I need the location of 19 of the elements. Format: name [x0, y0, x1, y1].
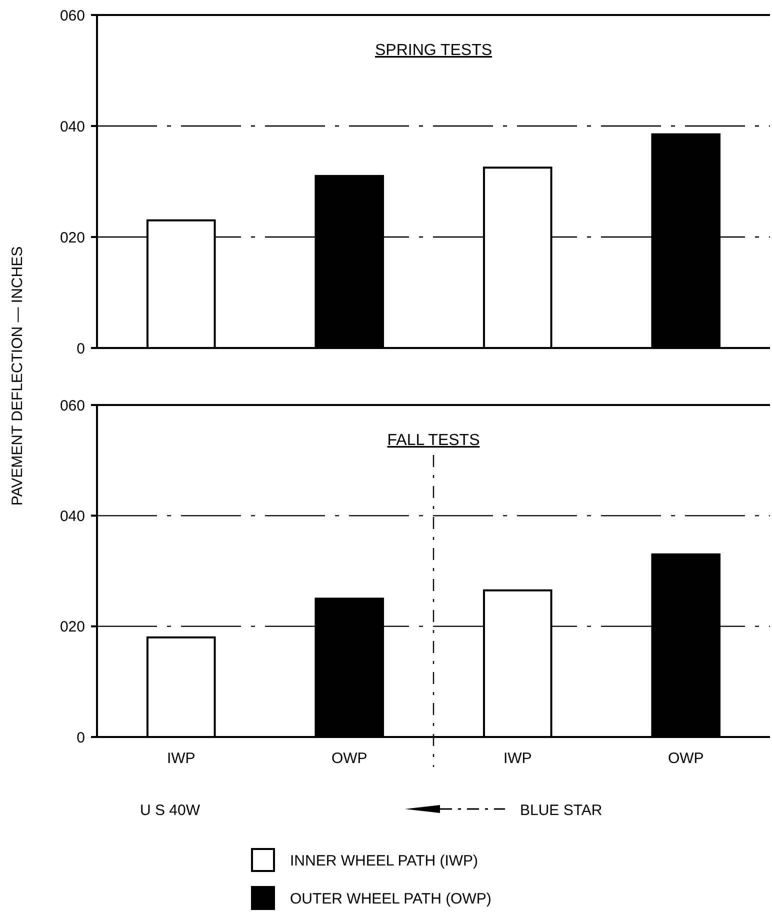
x-tick-label: IWP: [503, 750, 532, 767]
legend-label: INNER WHEEL PATH (IWP): [290, 852, 478, 870]
text: SPRING TESTS: [374, 42, 492, 59]
x-tick-label: OWP: [668, 750, 704, 767]
y-tick-label: 0: [76, 340, 85, 358]
text: U S 40W: [140, 802, 201, 819]
y-tick-label: 020: [60, 618, 85, 636]
y-tick-label: 040: [60, 118, 85, 136]
x-tick-label: OWP: [331, 750, 368, 767]
text: BLUE STAR: [520, 802, 602, 819]
y-tick-label: 060: [60, 397, 85, 414]
y-tick-label: 020: [60, 229, 85, 246]
x-tick-label: IWP: [166, 750, 196, 767]
text: FALL TESTS: [387, 432, 480, 449]
y-tick-label: 040: [60, 508, 85, 525]
y-tick-label: 060: [60, 7, 85, 24]
y-axis-title: PAVEMENT DEFLECTION — INCHES: [9, 246, 26, 506]
y-tick-label: 0: [76, 729, 85, 746]
legend-label: OUTER WHEEL PATH (OWP): [290, 890, 492, 908]
